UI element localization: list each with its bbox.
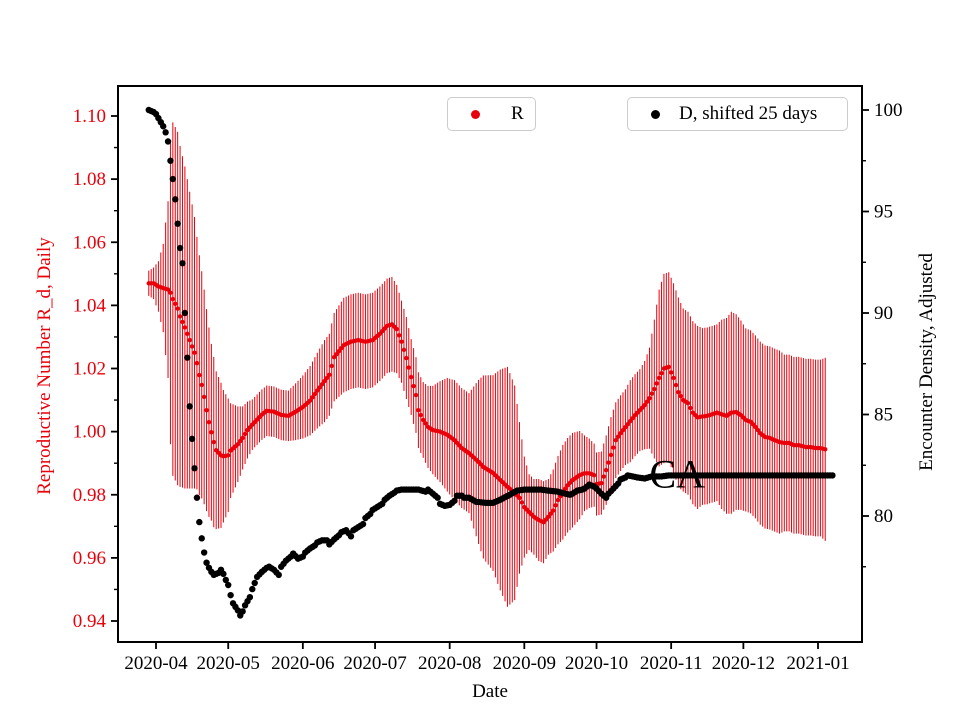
svg-text:2020-10: 2020-10 [565, 653, 628, 674]
svg-text:2020-04: 2020-04 [124, 653, 188, 674]
svg-text:2020-08: 2020-08 [418, 653, 481, 674]
y-left-axis-label: Reproductive Number R_d, Daily [34, 237, 55, 495]
svg-text:2020-09: 2020-09 [493, 653, 556, 674]
svg-text:1.08: 1.08 [73, 169, 106, 190]
r-series-dot-icon [471, 109, 480, 119]
series-r-markers [146, 281, 828, 525]
svg-text:95: 95 [874, 202, 893, 223]
svg-text:1.06: 1.06 [73, 232, 106, 253]
svg-text:2021-01: 2021-01 [786, 653, 849, 674]
y-right-axis-ticks: 100 95 90 85 80 [862, 100, 903, 568]
svg-text:2020-05: 2020-05 [197, 653, 260, 674]
legend-label-d: D, shifted 25 days [679, 103, 818, 124]
svg-text:1.00: 1.00 [73, 422, 106, 443]
svg-text:2020-11: 2020-11 [640, 653, 703, 674]
svg-text:CA: CA [649, 452, 705, 497]
ca-annotation: CA [649, 452, 705, 497]
svg-text:100: 100 [874, 100, 903, 121]
y-left-axis-ticks: 1.10 1.08 1.06 1.04 1.02 1.00 0.98 0.96 0.94 [73, 106, 118, 632]
svg-text:0.96: 0.96 [73, 548, 106, 569]
svg-text:2020-06: 2020-06 [271, 653, 334, 674]
svg-text:1.02: 1.02 [73, 359, 106, 380]
legend-box-r: R [447, 97, 536, 131]
legend-label-r: R [511, 103, 524, 124]
svg-text:2020-12: 2020-12 [712, 653, 775, 674]
svg-text:2020-07: 2020-07 [343, 653, 406, 674]
series-d-markers [145, 106, 836, 619]
y-right-axis-label: Encounter Density, Adjusted [916, 253, 937, 471]
svg-text:0.98: 0.98 [73, 485, 106, 506]
svg-text:85: 85 [874, 405, 893, 426]
legend-box-d: D, shifted 25 days [627, 97, 848, 131]
svg-text:1.10: 1.10 [73, 106, 106, 127]
d-series-dot-icon [651, 109, 660, 119]
svg-text:0.94: 0.94 [73, 611, 107, 632]
x-axis-label: Date [472, 681, 508, 702]
svg-text:80: 80 [874, 506, 893, 527]
svg-text:1.04: 1.04 [73, 295, 107, 316]
x-axis-ticks: 2020-04 2020-05 2020-06 2020-07 2020-08 2020-… [124, 642, 850, 674]
series-r-errorbars [148, 122, 826, 607]
svg-text:90: 90 [874, 303, 893, 324]
